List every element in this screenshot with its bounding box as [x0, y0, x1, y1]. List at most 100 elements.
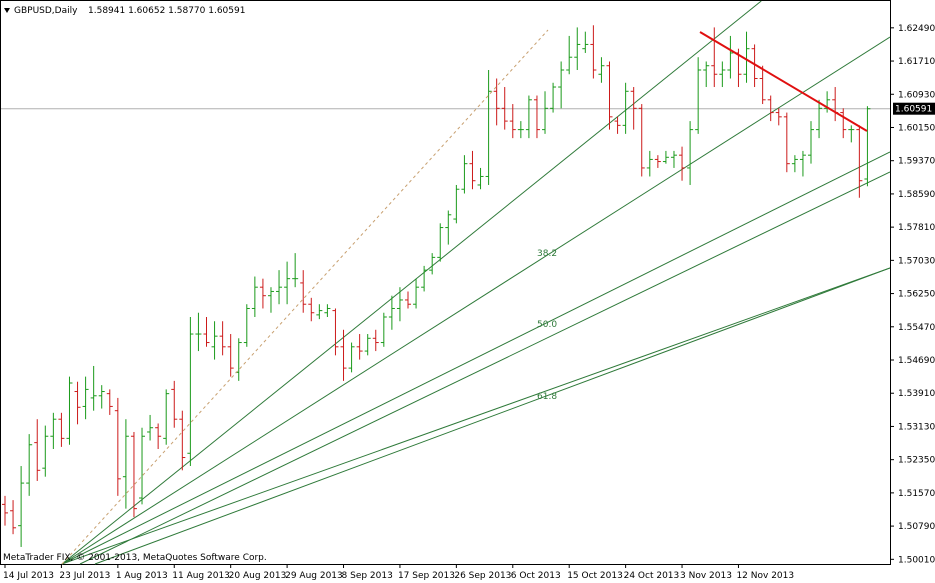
trend-layer — [61, 29, 868, 565]
ohlc-bar — [82, 376, 89, 420]
y-tick-label: 1.57810 — [898, 223, 935, 233]
y-axis: 1.62490 1.61710 1.60930 1.60150 1.59370 1.585… — [890, 24, 935, 565]
y-tick-label: 1.59370 — [898, 157, 935, 167]
ohlc-bar — [493, 78, 500, 126]
ohlc-bar — [219, 321, 226, 356]
ohlc-bar — [284, 261, 291, 305]
fan-line — [94, 267, 891, 565]
ohlc-bar — [114, 397, 121, 496]
ohlc-bar — [18, 466, 25, 547]
x-tick-label: 23 Jul 2013 — [59, 571, 110, 581]
y-tick-label: 1.53910 — [898, 389, 935, 399]
y-tick-label: 1.60150 — [898, 123, 935, 133]
ohlc-bar — [606, 61, 613, 130]
dashed-channel-line — [61, 29, 549, 565]
x-tick-label: 26 Sep 2013 — [454, 571, 511, 581]
ohlc-bar — [654, 155, 661, 168]
ohlc-bar — [687, 121, 694, 185]
ohlc-bar — [316, 304, 323, 320]
y-tick-label: 1.60930 — [898, 90, 935, 100]
ohlc-bar — [276, 270, 283, 305]
x-tick-label: 3 Nov 2013 — [680, 571, 732, 581]
ohlc-bar — [461, 155, 468, 194]
ohlc-bar — [453, 184, 460, 224]
ohlc-bar — [542, 91, 549, 134]
ohlc-bar — [243, 304, 250, 347]
header-triangle-icon — [4, 8, 10, 13]
ohlc-bar — [195, 312, 202, 352]
ohlc-bar — [396, 287, 403, 322]
header-ohlc: 1.58941 1.60652 1.58770 1.60591 — [88, 6, 245, 16]
fan-line — [61, 0, 762, 565]
ohlc-bar — [808, 121, 814, 164]
y-tick-label: 1.51570 — [898, 489, 935, 499]
ohlc-bar — [590, 25, 597, 79]
ohlc-bar — [171, 380, 178, 428]
ohlc-bar — [340, 329, 347, 381]
x-tick-label: 24 Oct 2013 — [624, 571, 680, 581]
x-axis: 14 Jul 2013 23 Jul 2013 1 Aug 2013 11 Aug 2… — [3, 564, 794, 581]
ohlc-bar — [227, 334, 234, 377]
ohlc-bar — [783, 112, 790, 173]
fan-line — [79, 171, 891, 565]
ohlc-bar — [485, 69, 492, 185]
ohlc-bar — [106, 389, 113, 415]
ohlc-bar — [292, 253, 299, 288]
ohlc-bar — [421, 265, 428, 292]
ohlc-bar — [203, 316, 210, 347]
x-tick-label: 17 Sep 2013 — [398, 571, 455, 581]
x-tick-label: 15 Oct 2013 — [567, 571, 623, 581]
ohlc-bar — [251, 276, 258, 317]
x-tick-label: 20 Aug 2013 — [229, 571, 287, 581]
ohlc-bar — [477, 167, 484, 190]
ohlc-bar — [816, 99, 823, 139]
y-tick-label: 1.53130 — [898, 422, 935, 432]
ohlc-bar — [824, 91, 831, 113]
ohlc-bar — [574, 27, 581, 70]
ohlc-bar — [34, 419, 41, 481]
resistance-trendline — [699, 31, 868, 132]
header-symbol: GBPUSD,Daily — [14, 6, 78, 16]
ohlc-bar — [679, 146, 686, 181]
y-tick-label: 1.61710 — [898, 57, 935, 67]
fan-label-61-8: 61.8 — [537, 392, 557, 402]
x-tick-label: 6 Oct 2013 — [511, 571, 561, 581]
ohlc-bar — [533, 95, 540, 139]
y-tick-label: 1.58590 — [898, 190, 935, 200]
ohlc-bar — [646, 150, 653, 177]
ohlc-bar — [864, 106, 871, 187]
x-tick-label: 8 Sep 2013 — [342, 571, 393, 581]
ohlc-bar — [26, 434, 33, 496]
fan-label-38-2: 38.2 — [537, 249, 557, 259]
ohlc-bar — [848, 125, 855, 143]
ohlc-bar — [74, 381, 81, 425]
ohlc-bar — [324, 304, 331, 317]
y-tick-label: 1.56250 — [898, 290, 935, 300]
ohlc-bar — [727, 35, 734, 79]
ohlc-bar — [356, 334, 363, 360]
ohlc-bar — [90, 365, 97, 411]
ohlc-bar — [638, 104, 645, 177]
ohlc-bar — [211, 321, 218, 360]
ohlc-bar — [388, 295, 395, 330]
ohlc-bar — [550, 82, 557, 113]
ohlc-bar — [130, 431, 137, 518]
ohlc-bar — [380, 312, 387, 347]
x-tick-label: 14 Jul 2013 — [3, 571, 54, 581]
ohlc-bar — [566, 35, 573, 75]
ohlc-bar — [147, 414, 154, 441]
x-tick-label: 11 Aug 2013 — [172, 571, 230, 581]
ohlc-bar — [856, 125, 863, 198]
ohlc-bar — [98, 385, 105, 409]
ohlc-bar — [582, 31, 589, 53]
y-tick-label: 1.52350 — [898, 456, 935, 466]
ohlc-bar — [42, 425, 49, 477]
ohlc-bar — [163, 389, 170, 445]
ohlc-bar — [509, 104, 516, 139]
ohlc-bar — [122, 419, 129, 509]
ohlc-bar — [179, 410, 186, 471]
ohlc-bar — [799, 150, 806, 177]
ohlc-bar — [2, 495, 8, 526]
ohlc-bar — [413, 278, 420, 309]
